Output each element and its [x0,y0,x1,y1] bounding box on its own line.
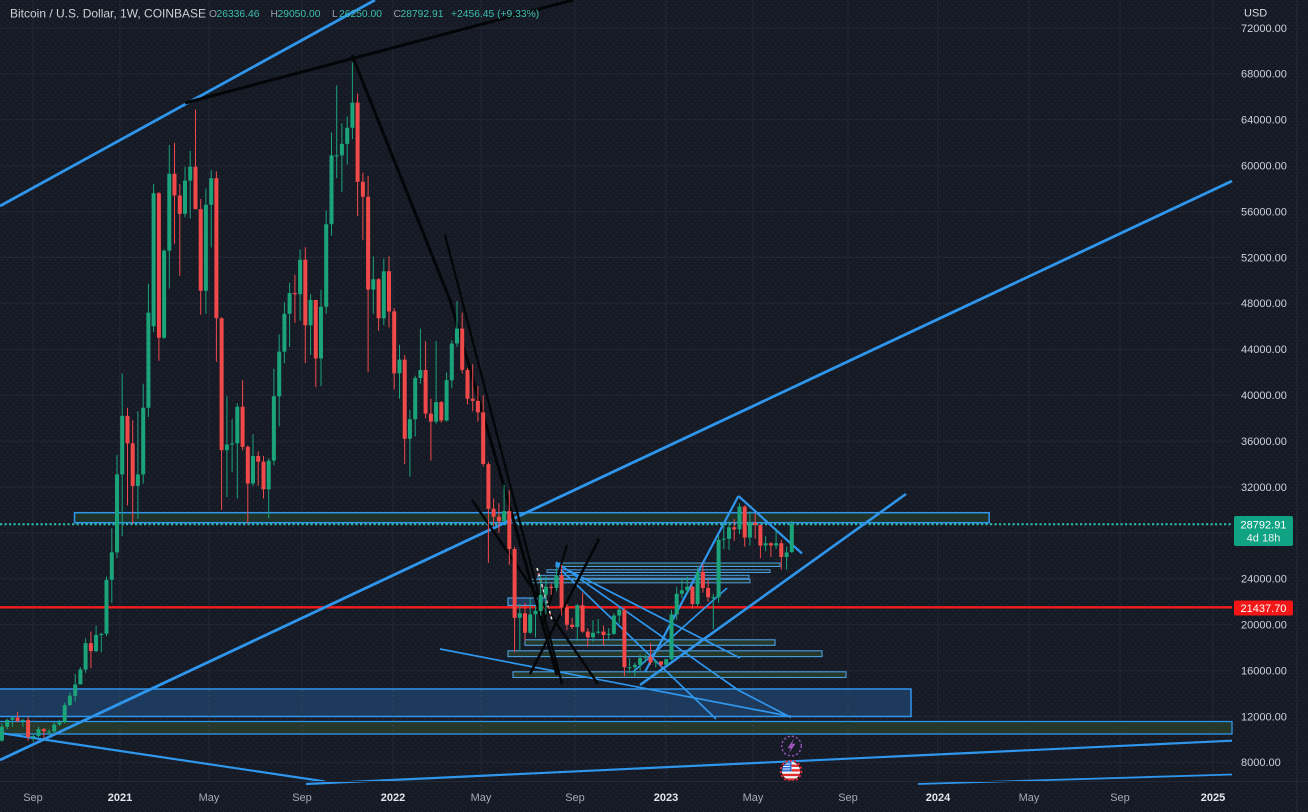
svg-text:2024: 2024 [926,792,951,804]
svg-text:16000.00: 16000.00 [1241,665,1287,677]
svg-text:Sep: Sep [23,792,43,804]
svg-text:2023: 2023 [654,792,678,804]
svg-text:20000.00: 20000.00 [1241,620,1287,632]
svg-text:21437.70: 21437.70 [1241,603,1287,615]
svg-text:12000.00: 12000.00 [1241,711,1287,723]
svg-text:Bitcoin / U.S. Dollar, 1W, COI: Bitcoin / U.S. Dollar, 1W, COINBASE [10,6,206,20]
svg-text:52000.00: 52000.00 [1241,252,1287,264]
svg-text:USD: USD [1244,8,1267,20]
svg-text:68000.00: 68000.00 [1241,69,1287,81]
svg-text:44000.00: 44000.00 [1241,344,1287,356]
svg-text:Sep: Sep [565,792,585,804]
svg-text:Sep: Sep [838,792,858,804]
svg-text:4d 18h: 4d 18h [1247,533,1281,545]
svg-text:May: May [743,792,764,804]
svg-text:2025: 2025 [1201,792,1225,804]
svg-text:Sep: Sep [1110,792,1130,804]
svg-text:48000.00: 48000.00 [1241,298,1287,310]
svg-text:40000.00: 40000.00 [1241,390,1287,402]
svg-text:8000.00: 8000.00 [1241,757,1281,769]
svg-text:May: May [471,792,492,804]
svg-text:2021: 2021 [108,792,132,804]
svg-text:May: May [199,792,220,804]
svg-text:28792.91: 28792.91 [1241,520,1287,532]
svg-text:64000.00: 64000.00 [1241,115,1287,127]
svg-text:36000.00: 36000.00 [1241,436,1287,448]
svg-text:May: May [1019,792,1040,804]
svg-text:Sep: Sep [292,792,312,804]
svg-text:60000.00: 60000.00 [1241,161,1287,173]
svg-text:32000.00: 32000.00 [1241,482,1287,494]
svg-text:2022: 2022 [381,792,405,804]
svg-text:72000.00: 72000.00 [1241,23,1287,35]
svg-text:24000.00: 24000.00 [1241,574,1287,586]
svg-text:56000.00: 56000.00 [1241,206,1287,218]
